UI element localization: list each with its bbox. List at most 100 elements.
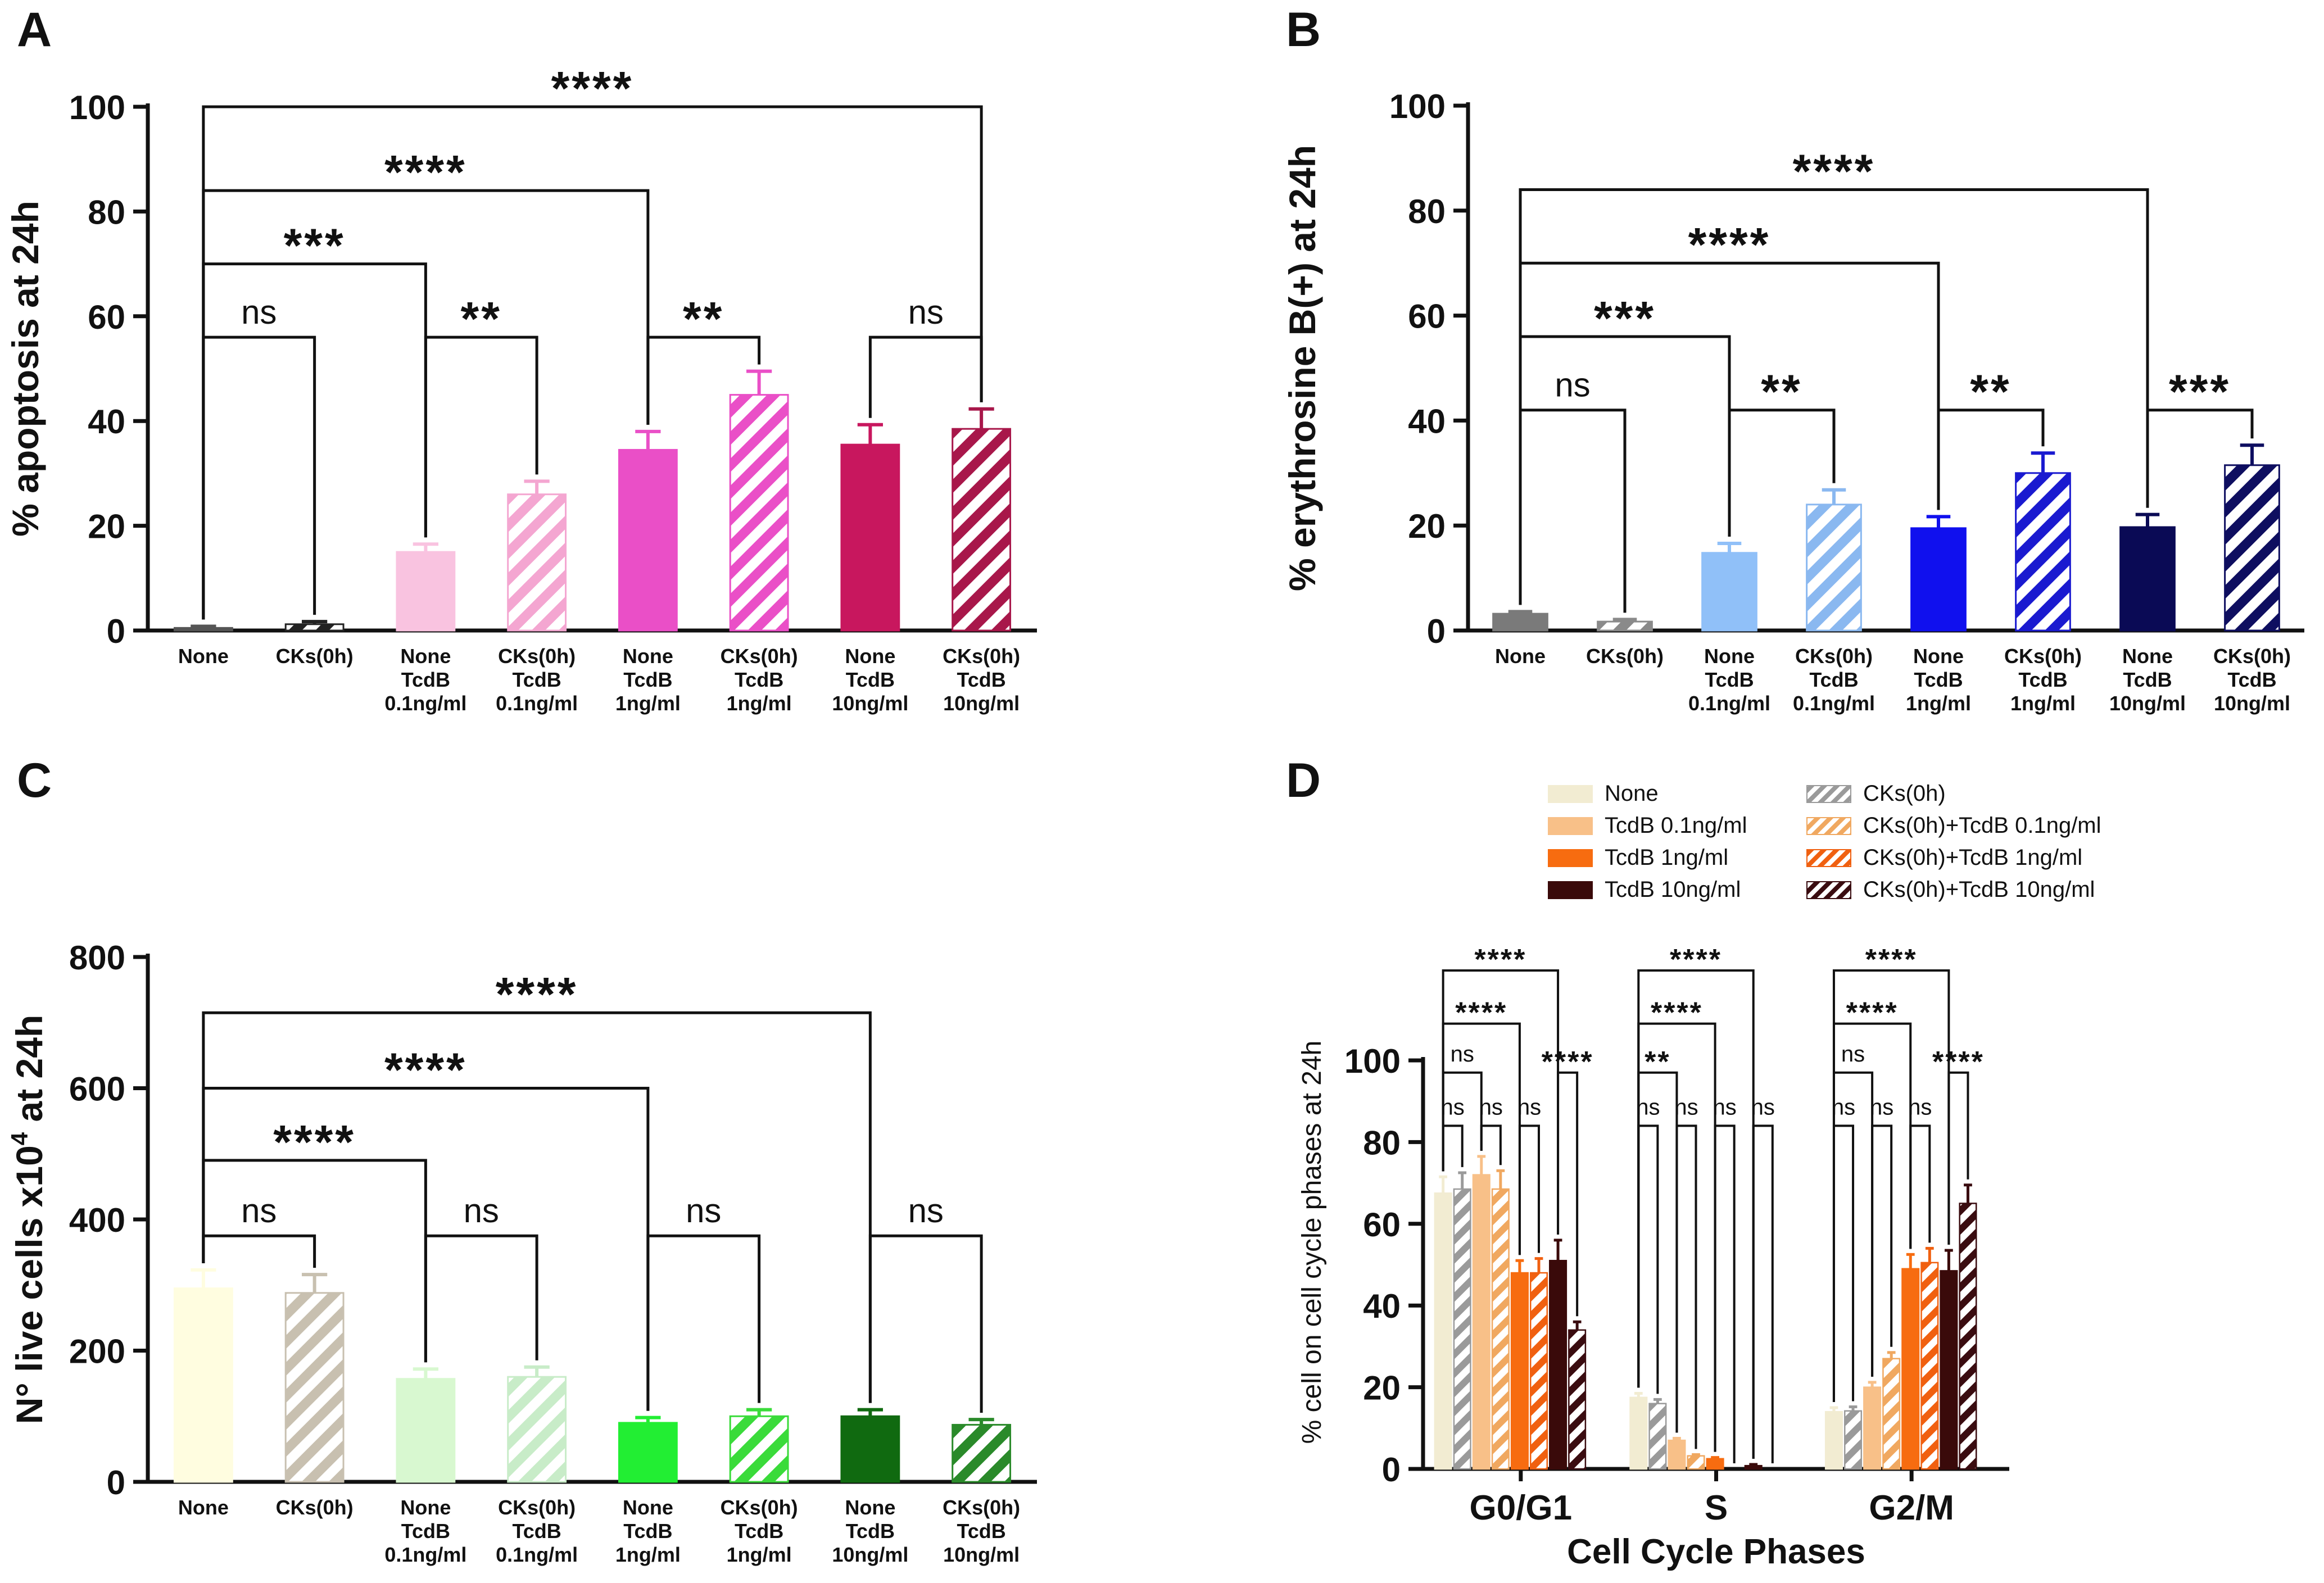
panel-c-x-tick-label: CKs(0h) [721, 1496, 798, 1519]
panel-d-sig-label: **** [1651, 997, 1703, 1029]
panel-a-x-tick-label: TcdB [846, 668, 895, 691]
panel-c-sig-label: **** [496, 968, 578, 1020]
panel-d-bar [1959, 1203, 1977, 1470]
panel-c-y-tick-label: 400 [69, 1201, 125, 1239]
panel-c-bar [952, 1423, 1012, 1483]
panel-b-x-tick-label: TcdB [1705, 668, 1754, 691]
panel-b-bar [2015, 472, 2071, 632]
panel-a-x-tick-label: None [178, 645, 229, 668]
panel-d-bar [1744, 1464, 1763, 1470]
panel-d-sig-bracket [1714, 1124, 1736, 1463]
panel-c-y-tick-label: 200 [69, 1333, 125, 1371]
panel-b-letter: B [1286, 3, 1321, 57]
panel-a-x-tick-label: 0.1ng/ml [384, 692, 466, 715]
panel-d-sig-bracket [1637, 1124, 1659, 1394]
panel-c-sig-label: **** [384, 1044, 467, 1096]
panel-b-bar [1806, 504, 1862, 632]
panel-a-y-tick-label: 20 [88, 508, 125, 546]
panel-a-sig-label: ns [908, 293, 944, 331]
panel-d-legend-swatch [1548, 849, 1593, 867]
panel-b-x-tick-label: CKs(0h) [1586, 645, 1664, 668]
panel-d-sig-label: ns [1832, 1095, 1855, 1119]
panel-d-legend-label: CKs(0h)+TcdB 0.1ng/ml [1863, 813, 2101, 838]
panel-d-sig-label: ns [1713, 1095, 1736, 1119]
panel-b-bar [1492, 613, 1548, 632]
panel-d-bar [1687, 1455, 1705, 1470]
panel-d-bar [1529, 1272, 1548, 1470]
panel-a-bar [618, 448, 678, 632]
panel-a-bar [952, 428, 1012, 632]
panel-d-sig-bracket [1442, 1124, 1464, 1172]
panel-c-x-tick-label: 10ng/ml [832, 1543, 908, 1566]
panel-b-x-tick-label: 1ng/ml [1906, 692, 1971, 715]
panel-b-bar [1701, 552, 1757, 632]
panel-c-letter: C [17, 754, 52, 808]
panel-c-x-tick-label: None [178, 1496, 229, 1519]
panel-d-sig-label: **** [1670, 944, 1722, 976]
panel-b-y-tick-label: 100 [1389, 88, 1446, 125]
panel-c-sig-bracket [424, 1234, 538, 1363]
panel-d-bar [1453, 1188, 1471, 1470]
panel-c-x-tick-label: None [623, 1496, 673, 1519]
panel-d-bar [1668, 1439, 1686, 1470]
panel-d-legend-label: TcdB 0.1ng/ml [1605, 813, 1747, 838]
panel-b-bar [1597, 620, 1653, 632]
panel-d-sig-label: **** [1542, 1046, 1594, 1078]
panel-c-bar [173, 1287, 233, 1483]
panel-d-bar [1629, 1396, 1648, 1470]
panel-d-bar [1824, 1410, 1843, 1470]
panel-b-sig-label: **** [1793, 144, 1875, 197]
panel-d-legend-swatch [1806, 881, 1851, 899]
panel-c-x-tick-label: None [400, 1496, 451, 1519]
panel-d-x-tick-label: S [1705, 1489, 1728, 1527]
panel-c-y-axis-label-sup: 4 [6, 1132, 33, 1145]
panel-d-x-axis-label: Cell Cycle Phases [1567, 1532, 1865, 1571]
panel-b-sig-label: *** [2169, 365, 2231, 418]
panel-d-legend-label: TcdB 10ng/ml [1605, 877, 1741, 902]
panel-a-bar [507, 493, 567, 632]
panel-c-bar [507, 1376, 567, 1483]
panel-d-legend-swatch [1548, 785, 1593, 803]
panel-d-sig-bracket [1832, 1124, 1855, 1402]
panel-d-sig-label: ns [1636, 1095, 1660, 1119]
panel-d-bar [1901, 1268, 1920, 1470]
panel-d-sig-bracket [1909, 1124, 1931, 1249]
panel-b-sig-bracket [2146, 409, 2254, 508]
panel-c-y-tick-label: 600 [69, 1071, 125, 1108]
panel-d-y-axis-label: % cell on cell cycle phases at 24h [1297, 1041, 1327, 1444]
panel-a-x-tick-label: CKs(0h) [276, 645, 354, 668]
panel-c-bar [396, 1378, 456, 1483]
panel-a-x-tick-label: 1ng/ml [727, 692, 792, 715]
panel-a-x-tick-label: TcdB [957, 668, 1005, 691]
panel-d-sig-label: ns [1674, 1095, 1698, 1119]
panel-c-x-tick-label: CKs(0h) [276, 1496, 354, 1519]
panel-a-y-tick-label: 0 [107, 613, 125, 650]
panel-b-x-tick-label: TcdB [2227, 668, 2276, 691]
panel-d-legend-swatch [1806, 817, 1851, 835]
panel-a-sig-label: ** [461, 292, 502, 345]
panel-d-sig-bracket [1947, 1071, 1969, 1245]
panel-a-y-tick-label: 80 [88, 193, 125, 231]
panel-d-sig-label: **** [1455, 997, 1507, 1029]
panel-a-x-tick-label: TcdB [735, 668, 783, 691]
panel-b-y-tick-label: 80 [1408, 193, 1446, 230]
panel-d-legend-label: CKs(0h)+TcdB 1ng/ml [1863, 845, 2082, 870]
panel-d-sig-label: ns [1479, 1095, 1503, 1119]
panel-d-sig-label: ns [1517, 1095, 1541, 1119]
panel-a-sig-label: **** [551, 62, 634, 115]
panel-d-y-tick-label: 20 [1363, 1369, 1401, 1407]
panel-d-y-tick-label: 40 [1363, 1287, 1401, 1325]
panel-c-x-tick-label: 1ng/ml [615, 1543, 681, 1566]
panel-b-x-tick-label: 0.1ng/ml [1688, 692, 1770, 715]
panel-c-x-tick-label: CKs(0h) [943, 1496, 1020, 1519]
panel-a-letter: A [17, 3, 52, 57]
panel-a-x-tick-label: None [845, 645, 895, 668]
panel-a-x-tick-label: 0.1ng/ml [496, 692, 578, 715]
panel-d-x-tick-label: G2/M [1869, 1489, 1954, 1527]
panel-b-x-tick-label: TcdB [1914, 668, 1963, 691]
panel-a-sig-label: ns [241, 293, 277, 331]
panel-d-legend-swatch [1806, 849, 1851, 867]
panel-c-x-tick-label: TcdB [957, 1520, 1005, 1543]
panel-d-bar [1844, 1410, 1863, 1470]
